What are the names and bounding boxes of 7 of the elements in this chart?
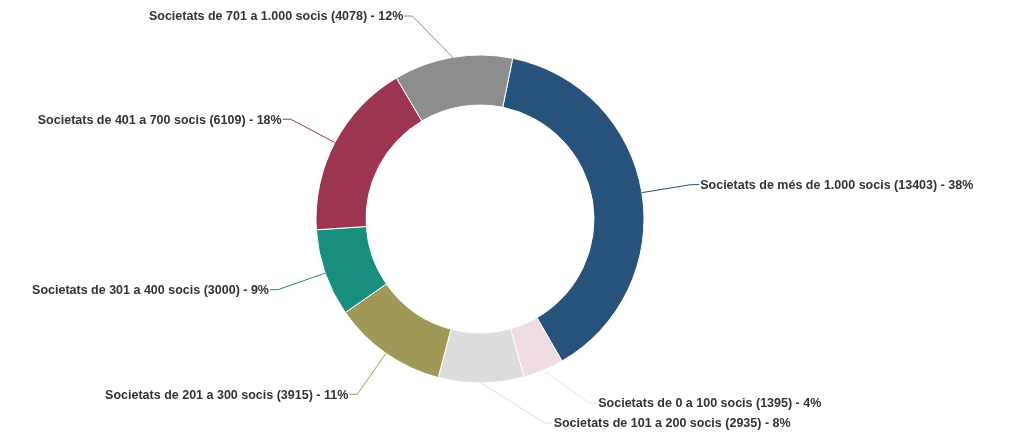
slice-label: Societats de 301 a 400 socis (3000) - 9%: [32, 283, 269, 298]
slice-label: Societats de 201 a 300 socis (3915) - 11%: [105, 387, 349, 402]
slice-label: Societats de més de 1.000 socis (13403) - 38%: [700, 178, 974, 192]
slice-label: Societats de 0 a 100 socis (1395) - 4%: [598, 396, 822, 411]
slice-label: Societats de 401 a 700 socis (6109) - 18%: [37, 112, 282, 127]
slice-label: Societats de 101 a 200 socis (2935) - 8%: [553, 416, 791, 431]
slice-label: Societats de 701 a 1.000 socis (4078) - 12%: [148, 9, 404, 24]
